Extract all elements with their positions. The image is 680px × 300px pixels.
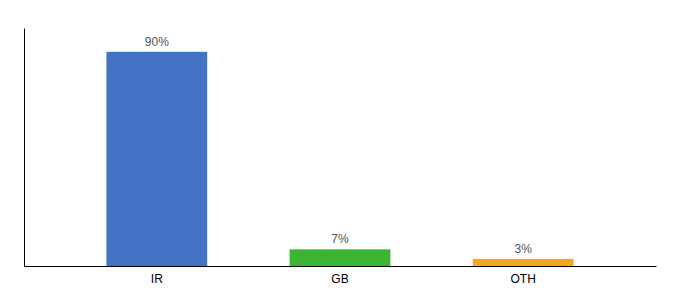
data-labels: 90% 7% 3% bbox=[145, 35, 532, 256]
y-axis-line bbox=[24, 29, 25, 267]
data-label: 3% bbox=[515, 242, 533, 256]
x-tick: OTH bbox=[511, 272, 536, 286]
y-axis bbox=[24, 29, 25, 267]
plot: IR GB OTH 90% 7% 3% bbox=[25, 29, 657, 286]
x-tick-label: GB bbox=[331, 272, 348, 286]
x-axis: IR GB OTH bbox=[25, 267, 657, 286]
bar bbox=[290, 249, 391, 266]
data-label: 90% bbox=[145, 35, 169, 49]
x-tick-label: OTH bbox=[511, 272, 536, 286]
bars bbox=[106, 52, 573, 266]
data-label: 7% bbox=[331, 232, 349, 246]
x-tick: GB bbox=[331, 272, 348, 286]
bar bbox=[106, 52, 207, 266]
bar bbox=[473, 259, 574, 266]
chart: IR GB OTH 90% 7% 3% bbox=[0, 0, 680, 300]
x-axis-line bbox=[25, 266, 657, 267]
x-tick: IR bbox=[151, 272, 163, 286]
x-tick-label: IR bbox=[151, 272, 163, 286]
